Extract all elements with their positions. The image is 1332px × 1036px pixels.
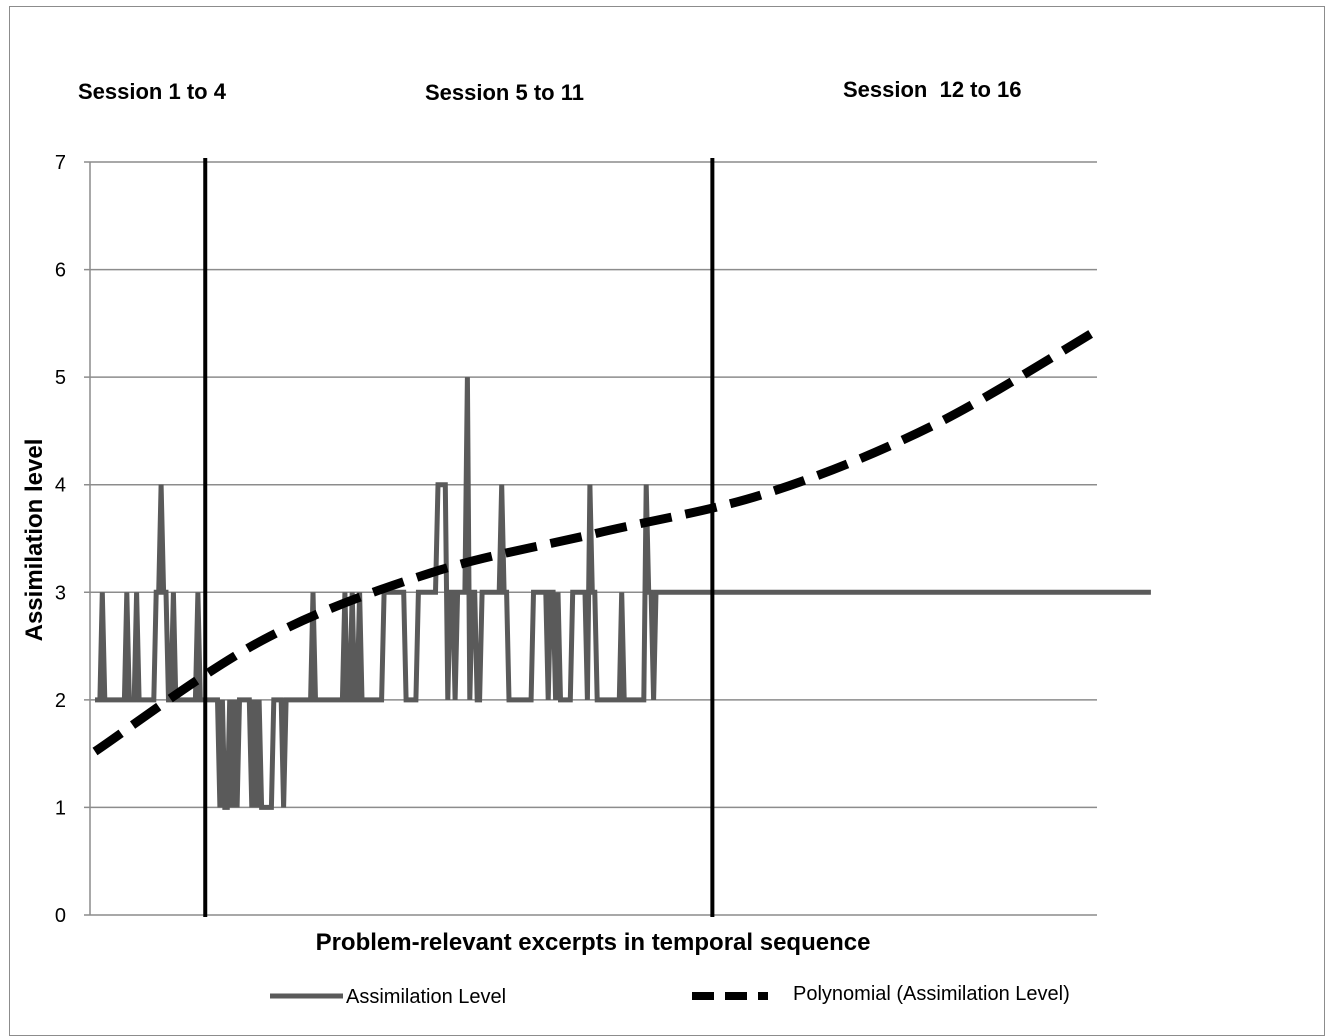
y-tick-label-4: 4 xyxy=(55,475,66,497)
legend-series-label: Assimilation Level xyxy=(346,986,506,1008)
y-tick-label-7: 7 xyxy=(55,152,66,174)
legend-trend-label: Polynomial (Assimilation Level) xyxy=(793,983,1070,1005)
trend-line-polynomial xyxy=(92,324,1102,756)
y-tick-labels: 0 1 2 3 4 5 6 7 xyxy=(55,152,66,927)
y-tick-label-0: 0 xyxy=(55,905,66,927)
y-tick-label-6: 6 xyxy=(55,260,66,282)
session-label-1: Session 1 to 4 xyxy=(78,79,227,104)
session-label-3: Session 12 to 16 xyxy=(843,77,1022,102)
session-label-2: Session 5 to 11 xyxy=(425,80,584,105)
x-axis-title: Problem-relevant excerpts in temporal se… xyxy=(316,929,871,956)
y-tick-label-1: 1 xyxy=(55,797,66,819)
series-line-assimilation-level xyxy=(95,377,1151,810)
session-dividers xyxy=(203,158,715,917)
polynomial-trend xyxy=(92,324,1102,756)
y-tick-label-3: 3 xyxy=(55,582,66,604)
y-axis-title: Assimilation level xyxy=(21,439,48,642)
assimilation-level-series xyxy=(95,377,1151,810)
y-tick-label-2: 2 xyxy=(55,690,66,712)
legend: Assimilation Level Polynomial (Assimilat… xyxy=(270,983,1070,1008)
y-tick-label-5: 5 xyxy=(55,367,66,389)
